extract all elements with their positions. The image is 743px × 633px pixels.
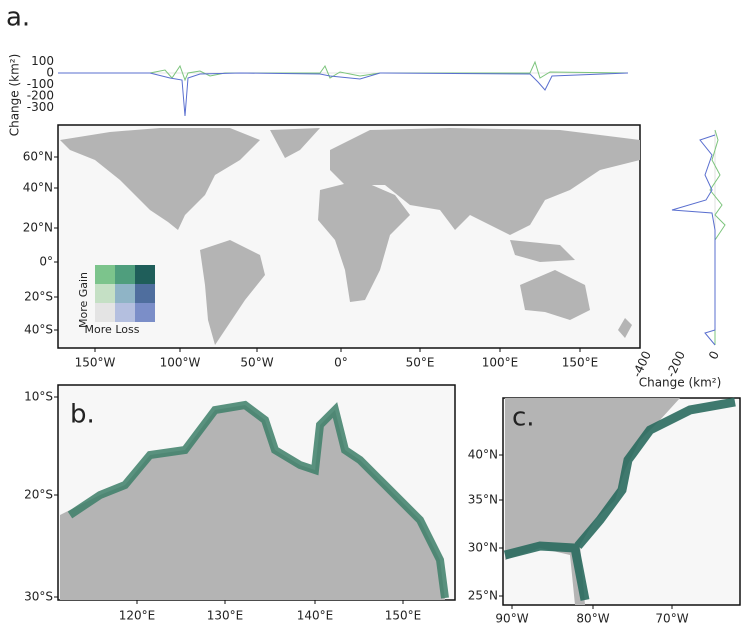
y-tick-label: -300	[27, 100, 54, 114]
y-tick-label: 20°N	[23, 221, 53, 235]
y-tick-label: 10°S	[24, 390, 53, 404]
x-tick-label: 150°E	[385, 609, 422, 623]
x-tick-label: 90°W	[495, 612, 528, 626]
y-tick-label: 30°S	[24, 590, 53, 604]
y-tick-label: 0°	[39, 255, 53, 269]
right-marginal-plot	[671, 129, 726, 346]
x-tick-label: 50°W	[240, 356, 273, 370]
x-tick-label: 140°E	[297, 609, 334, 623]
y-tick-label: 40°S	[24, 323, 53, 337]
y-tick-label: 60°N	[23, 150, 53, 164]
map-us-east	[502, 397, 741, 606]
panel-label: a.	[6, 3, 30, 33]
y-tick-label: -100	[27, 77, 54, 91]
x-tick-label: 50°E	[406, 356, 435, 370]
y-tick-label: 35°N	[468, 493, 498, 507]
map-australia	[57, 384, 456, 601]
panel-label: b.	[70, 400, 95, 430]
x-tick-label: 100°W	[160, 356, 201, 370]
bivariate-legend	[95, 265, 155, 322]
axis-title: Change (km²)	[8, 54, 22, 137]
x-tick-label: 100°E	[482, 356, 519, 370]
legend-label: More Gain	[77, 272, 90, 328]
y-tick-label: 25°N	[468, 589, 498, 603]
x-tick-label: 150°W	[75, 356, 116, 370]
y-tick-label: 40°N	[468, 448, 498, 462]
y-tick-label: 20°S	[24, 488, 53, 502]
y-tick-label: 30°N	[468, 541, 498, 555]
x-tick-label: 0°	[334, 356, 348, 370]
y-tick-label: 40°N	[23, 181, 53, 195]
panel-label: c.	[512, 403, 535, 433]
y-tick-label: 0	[46, 66, 54, 80]
x-tick-label: 80°W	[576, 612, 609, 626]
axis-title: Change (km²)	[639, 376, 722, 390]
legend-label: More Loss	[85, 323, 140, 336]
top-marginal-plot	[58, 60, 629, 117]
y-tick-label: -200	[27, 89, 54, 103]
x-tick-label: 70°W	[655, 612, 688, 626]
y-tick-label: 20°S	[24, 290, 53, 304]
y-tick-label: 100	[31, 54, 54, 68]
x-tick-label: 120°E	[119, 609, 156, 623]
x-tick-label: 150°E	[562, 356, 599, 370]
x-tick-label: 130°E	[207, 609, 244, 623]
